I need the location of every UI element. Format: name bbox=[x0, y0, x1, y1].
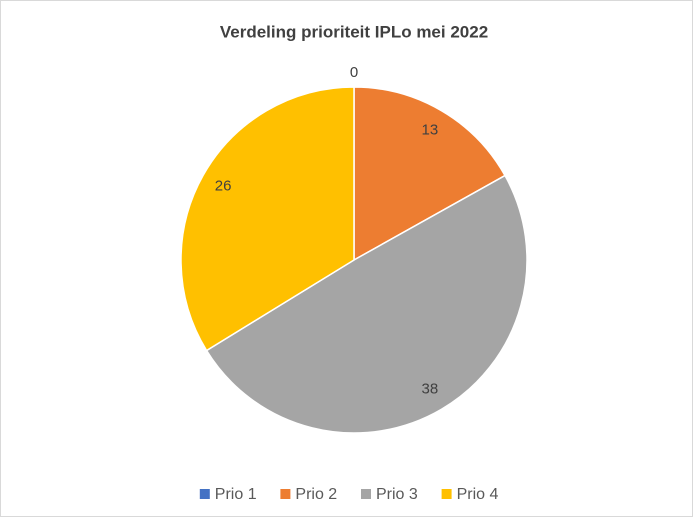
data-label: 0 bbox=[350, 64, 358, 81]
legend-swatch bbox=[280, 489, 291, 499]
legend-label: Prio 3 bbox=[376, 486, 418, 503]
pie-slice bbox=[180, 86, 355, 352]
chart-title: Verdeling prioriteit IPLo mei 2022 bbox=[220, 22, 488, 41]
legend-swatch bbox=[361, 489, 371, 499]
data-label: 38 bbox=[422, 380, 439, 397]
data-label: 26 bbox=[215, 178, 232, 195]
legend-label: Prio 2 bbox=[295, 486, 337, 503]
legend-label: Prio 1 bbox=[215, 486, 257, 503]
legend-swatch bbox=[199, 489, 210, 499]
legend-swatch bbox=[441, 489, 452, 499]
pie-slice bbox=[205, 174, 528, 434]
legend-label: Prio 4 bbox=[457, 486, 499, 503]
pie-slice bbox=[353, 86, 507, 262]
data-label: 13 bbox=[422, 122, 439, 139]
